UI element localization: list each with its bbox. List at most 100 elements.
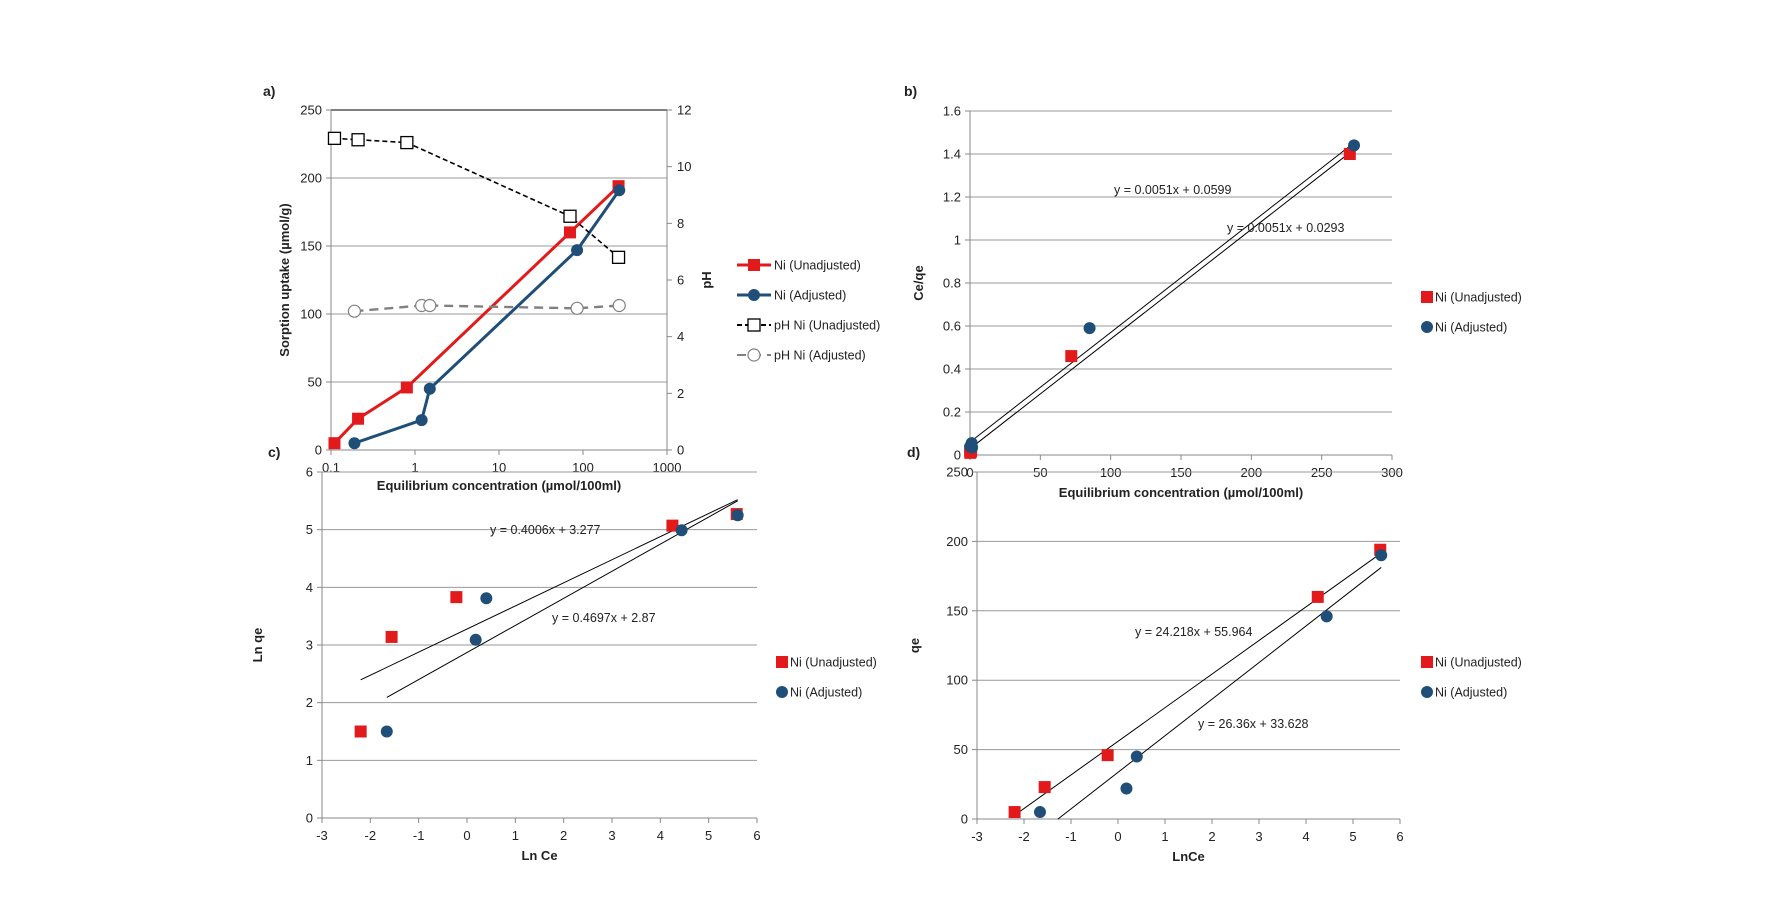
x-tick-label: 4 [1302, 829, 1309, 844]
data-point [966, 441, 979, 454]
legend-label: Ni (Unadjusted) [1435, 291, 1522, 305]
y-tick-label: 250 [946, 465, 968, 480]
trendline [1057, 567, 1382, 820]
series-4 [347, 298, 626, 318]
legend-marker [747, 348, 761, 362]
x-tick-label: 1000 [653, 460, 682, 475]
y-tick-label: 200 [946, 534, 968, 549]
data-point [380, 725, 393, 738]
legend-marker [748, 259, 760, 271]
trendline-equation: y = 0.4006x + 3.277 [490, 523, 601, 537]
legend-label: Ni (Unadjusted) [790, 656, 877, 670]
y-tick-label: 3 [306, 638, 313, 653]
x-axis-title: Ln Ce [521, 848, 557, 863]
legend-marker [1421, 686, 1433, 698]
x-tick-label: -3 [316, 828, 328, 843]
legend-marker [1421, 321, 1433, 333]
x-tick-label: 1 [1161, 829, 1168, 844]
series-1 [1008, 543, 1387, 819]
legend-item: Ni (Unadjusted) [737, 259, 861, 273]
data-point [1083, 322, 1096, 335]
x-tick-label: 10 [492, 460, 506, 475]
panel-label: c) [268, 444, 280, 460]
y2-tick-label: 6 [677, 273, 684, 288]
y-tick-label: 0 [315, 443, 322, 458]
data-point [666, 519, 679, 532]
data-point [450, 591, 463, 604]
x-tick-label: 100 [572, 460, 594, 475]
data-point [571, 244, 584, 257]
data-point [328, 437, 341, 450]
legend-item: Ni (Adjusted) [1421, 686, 1507, 700]
y-tick-label: 100 [946, 673, 968, 688]
legend-label: Ni (Unadjusted) [774, 259, 861, 273]
data-point [347, 304, 362, 318]
series-line [334, 137, 620, 258]
data-point [469, 633, 482, 646]
x-tick-label: -1 [1065, 829, 1077, 844]
data-point [400, 135, 414, 150]
legend-marker [1421, 291, 1433, 303]
data-point [1065, 350, 1078, 363]
series-line [353, 189, 621, 445]
x-tick-label: 0 [966, 465, 973, 480]
series-2 [1033, 549, 1388, 819]
trendline [969, 150, 1353, 450]
y2-tick-label: 12 [677, 103, 691, 118]
legend-marker [1421, 656, 1433, 668]
data-point [423, 298, 437, 313]
y-tick-label: 50 [954, 742, 968, 757]
y-tick-label: 2 [306, 695, 313, 710]
trendline [1014, 552, 1382, 816]
trendline-equation: y = 0.0051x + 0.0293 [1227, 221, 1345, 235]
x-tick-label: 4 [657, 828, 664, 843]
legend-label: Ni (Adjusted) [1435, 686, 1507, 700]
trendline [969, 143, 1353, 443]
chart-d: d) 0 50 100 150 200 250 -3 -2 -1 0 1 2 3 4 5 6 LnCe qe y = … [907, 444, 1522, 864]
data-point [1311, 590, 1324, 603]
data-point [352, 412, 365, 425]
legend-item: Ni (Unadjusted) [1421, 291, 1522, 305]
y-axis-title: Sorption uptake (µmol/g) [277, 203, 292, 356]
y-tick-label: 0.6 [943, 319, 961, 334]
y2-tick-label: 4 [677, 329, 684, 344]
legend-item: Ni (Adjusted) [737, 289, 846, 303]
data-point [351, 133, 365, 147]
legend-item: Ni (Unadjusted) [1421, 656, 1522, 670]
series-2 [380, 509, 744, 738]
panel-label: a) [263, 83, 275, 99]
y-tick-label: 200 [300, 171, 322, 186]
data-point [1120, 782, 1133, 795]
legend-label: Ni (Adjusted) [774, 289, 846, 303]
data-point [613, 184, 626, 197]
x-tick-label: 0 [463, 828, 470, 843]
legend-label: pH Ni (Unadjusted) [774, 319, 880, 333]
data-point [1375, 549, 1388, 562]
y2-tick-label: 8 [677, 216, 684, 231]
x-tick-label: -1 [413, 828, 425, 843]
data-point [1008, 806, 1021, 819]
x-tick-label: 5 [1349, 829, 1356, 844]
x-tick-label: 2 [560, 828, 567, 843]
legend-item: pH Ni (Adjusted) [737, 348, 866, 363]
y-axis-title: qe [907, 638, 922, 653]
series-3 [327, 131, 626, 264]
legend-label: Ni (Adjusted) [1435, 321, 1507, 335]
trendline-equation: y = 24.218x + 55.964 [1135, 625, 1253, 639]
x-tick-label: -3 [971, 829, 983, 844]
y-tick-label: 150 [946, 603, 968, 618]
y-tick-label: 1.2 [943, 190, 961, 205]
chart-b: b)00.20.40.60.811.21.41.60 50 100 150 200 250… [904, 83, 1522, 500]
x-tick-label: 5 [705, 828, 712, 843]
x-tick-label: 0.1 [322, 460, 340, 475]
chart-a: a) 0 50 100 150 200 250 0.1 1 10 100 1000 0 2 4 6 8 10 12 p… [263, 83, 880, 493]
y-tick-label: 4 [306, 580, 313, 595]
y2-tick-label: 0 [677, 443, 684, 458]
y-tick-label: 1 [954, 233, 961, 248]
legend-marker [776, 686, 788, 698]
y-tick-label: 6 [306, 465, 313, 480]
y-tick-label: 0 [306, 811, 313, 826]
data-point [400, 381, 413, 394]
series-2 [964, 139, 1361, 454]
y2-tick-label: 10 [677, 159, 691, 174]
